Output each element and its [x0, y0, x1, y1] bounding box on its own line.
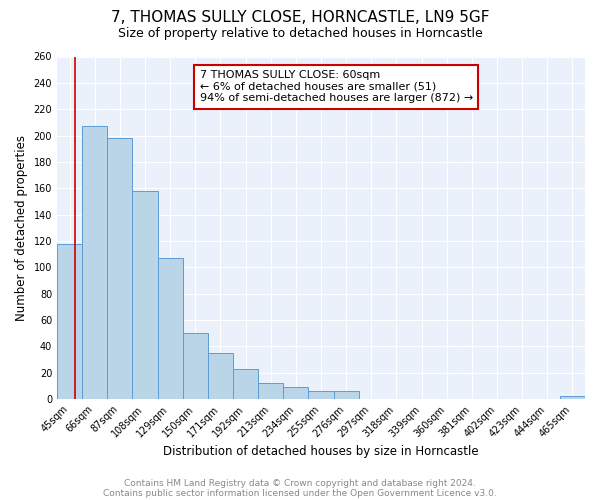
X-axis label: Distribution of detached houses by size in Horncastle: Distribution of detached houses by size …: [163, 444, 479, 458]
Text: 7, THOMAS SULLY CLOSE, HORNCASTLE, LN9 5GF: 7, THOMAS SULLY CLOSE, HORNCASTLE, LN9 5…: [111, 10, 489, 25]
Bar: [57, 244, 82, 399]
Bar: [158, 258, 183, 399]
Bar: [82, 126, 107, 399]
Y-axis label: Number of detached properties: Number of detached properties: [15, 135, 28, 321]
Bar: [560, 396, 585, 399]
Bar: [107, 138, 133, 399]
Bar: [208, 353, 233, 399]
Text: Size of property relative to detached houses in Horncastle: Size of property relative to detached ho…: [118, 28, 482, 40]
Bar: [233, 369, 258, 399]
Bar: [133, 191, 158, 399]
Bar: [258, 384, 283, 399]
Text: 7 THOMAS SULLY CLOSE: 60sqm
← 6% of detached houses are smaller (51)
94% of semi: 7 THOMAS SULLY CLOSE: 60sqm ← 6% of deta…: [200, 70, 473, 103]
Bar: [283, 387, 308, 399]
Bar: [183, 333, 208, 399]
Bar: [334, 391, 359, 399]
Text: Contains public sector information licensed under the Open Government Licence v3: Contains public sector information licen…: [103, 488, 497, 498]
Bar: [308, 391, 334, 399]
Text: Contains HM Land Registry data © Crown copyright and database right 2024.: Contains HM Land Registry data © Crown c…: [124, 478, 476, 488]
